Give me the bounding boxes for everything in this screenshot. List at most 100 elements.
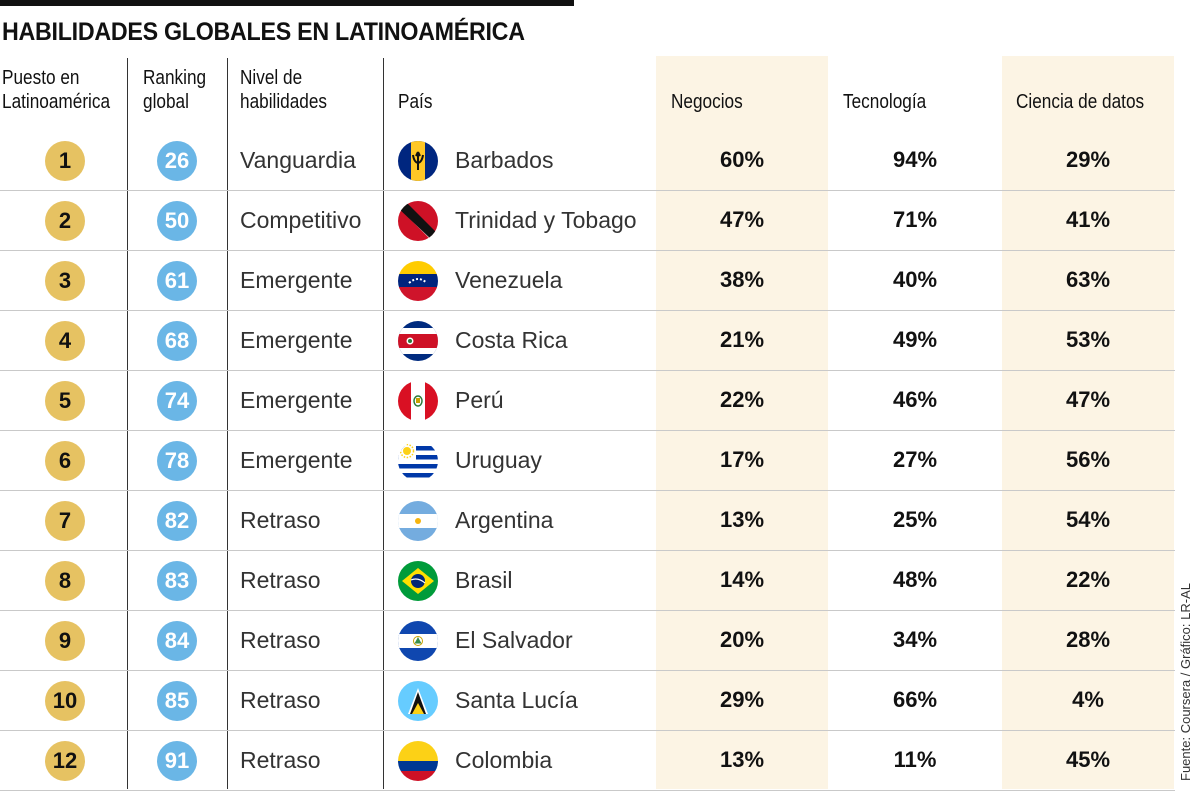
table-row: 10 85 Retraso Santa Lucía 29% 66% 4% <box>0 671 1175 731</box>
header-nivel-line1: Nivel de <box>240 67 303 89</box>
table-row: 5 74 Emergente Perú 22% 46% 47% <box>0 371 1175 431</box>
nivel-label: Emergente <box>240 447 353 473</box>
tecnologia-value: 71% <box>892 207 938 232</box>
tecnologia-value: 94% <box>892 147 938 172</box>
country-name: Costa Rica <box>455 327 568 353</box>
source-credit: Fuente: Coursera / Gráfico: LR-AL <box>1178 583 1193 781</box>
row-separator <box>0 190 1175 191</box>
puesto-badge: 6 <box>45 441 85 481</box>
trinidad-flag-icon <box>398 201 438 241</box>
header-puesto-line1: Puesto en <box>2 67 80 89</box>
uruguay-flag-icon <box>398 441 438 481</box>
ciencia-column-shade <box>1002 56 1174 789</box>
row-separator <box>0 370 1175 371</box>
ranking-badge: 82 <box>157 501 197 541</box>
row-separator <box>0 550 1175 551</box>
el-salvador-flag-icon <box>398 621 438 661</box>
row-separator <box>0 490 1175 491</box>
header-puesto-line2: Latinoamérica <box>2 91 111 113</box>
barbados-flag-icon <box>398 141 438 181</box>
nivel-label: Retraso <box>240 747 321 773</box>
nivel-label: Competitivo <box>240 207 362 233</box>
nivel-label: Emergente <box>240 387 353 413</box>
header-nivel-line2: habilidades <box>240 91 328 113</box>
tecnologia-value: 27% <box>892 447 938 472</box>
ranking-badge: 61 <box>157 261 197 301</box>
puesto-badge: 1 <box>45 141 85 181</box>
row-separator <box>0 670 1175 671</box>
ciencia-value: 56% <box>1065 447 1111 472</box>
peru-flag-icon <box>398 381 438 421</box>
table-row: 7 82 Retraso Argentina 13% 25% 54% <box>0 491 1175 551</box>
negocios-value: 29% <box>719 687 765 712</box>
table-row: 3 61 Emergente Venezuela 38% 40% 63% <box>0 251 1175 311</box>
puesto-badge: 4 <box>45 321 85 361</box>
ciencia-value: 45% <box>1065 747 1111 772</box>
table-body: 1 26 Vanguardia Barbados 60% 94% 29% 2 50 Competi… <box>0 131 1175 791</box>
ciencia-value: 4% <box>1072 687 1104 712</box>
puesto-badge: 10 <box>45 681 85 721</box>
venezuela-flag-icon <box>398 261 438 301</box>
ranking-badge: 50 <box>157 201 197 241</box>
country-name: El Salvador <box>455 627 573 653</box>
column-divider <box>127 58 128 789</box>
row-separator <box>0 610 1175 611</box>
ciencia-value: 54% <box>1065 507 1111 532</box>
ciencia-value: 22% <box>1065 567 1111 592</box>
brasil-flag-icon <box>398 561 438 601</box>
ciencia-value: 47% <box>1065 387 1111 412</box>
ranking-badge: 26 <box>157 141 197 181</box>
header-negocios: Negocios <box>671 91 743 113</box>
negocios-value: 17% <box>719 447 765 472</box>
tecnologia-value: 49% <box>892 327 938 352</box>
nivel-label: Retraso <box>240 567 321 593</box>
negocios-value: 14% <box>719 567 765 592</box>
ranking-badge: 68 <box>157 321 197 361</box>
header-ranking-line2: global <box>143 91 189 113</box>
table-row: 1 26 Vanguardia Barbados 60% 94% 29% <box>0 131 1175 191</box>
country-name: Argentina <box>455 507 554 533</box>
puesto-badge: 12 <box>45 741 85 781</box>
header-pais: País <box>398 91 433 113</box>
table-row: 9 84 Retraso El Salvador 20% 34% 28% <box>0 611 1175 671</box>
tecnologia-value: 11% <box>893 747 937 772</box>
table-row: 8 83 Retraso Brasil 14% 48% 22% <box>0 551 1175 611</box>
tecnologia-value: 48% <box>892 567 938 592</box>
ranking-badge: 91 <box>157 741 197 781</box>
ranking-badge: 85 <box>157 681 197 721</box>
column-divider <box>383 58 384 789</box>
row-separator <box>0 250 1175 251</box>
country-name: Brasil <box>455 567 513 593</box>
negocios-value: 38% <box>719 267 765 292</box>
table-row: 4 68 Emergente Costa Rica 21% 49% 53% <box>0 311 1175 371</box>
puesto-badge: 5 <box>45 381 85 421</box>
nivel-label: Emergente <box>240 327 353 353</box>
ranking-badge: 78 <box>157 441 197 481</box>
header-ranking: Ranking global <box>143 66 206 114</box>
column-divider <box>227 58 228 789</box>
tecnologia-value: 40% <box>892 267 938 292</box>
nivel-label: Emergente <box>240 267 353 293</box>
nivel-label: Retraso <box>240 627 321 653</box>
puesto-badge: 3 <box>45 261 85 301</box>
country-name: Colombia <box>455 747 553 773</box>
ranking-badge: 84 <box>157 621 197 661</box>
nivel-label: Vanguardia <box>240 147 356 173</box>
row-separator <box>0 730 1175 731</box>
tecnologia-value: 34% <box>892 627 938 652</box>
title-top-bar <box>0 0 574 6</box>
santa-lucia-flag-icon <box>398 681 438 721</box>
negocios-value: 60% <box>719 147 765 172</box>
table-row: 2 50 Competitivo Trinidad y Tobago 47% 71% 41% <box>0 191 1175 251</box>
row-separator <box>0 310 1175 311</box>
nivel-label: Retraso <box>240 507 321 533</box>
negocios-column-shade <box>656 56 828 789</box>
country-name: Santa Lucía <box>455 687 578 713</box>
ranking-badge: 83 <box>157 561 197 601</box>
header-nivel: Nivel de habilidades <box>240 66 327 114</box>
negocios-value: 13% <box>719 747 765 772</box>
ciencia-value: 53% <box>1065 327 1111 352</box>
chart-title: HABILIDADES GLOBALES EN LATINOAMÉRICA <box>2 18 525 46</box>
costa-rica-flag-icon <box>398 321 438 361</box>
tecnologia-value: 25% <box>892 507 938 532</box>
